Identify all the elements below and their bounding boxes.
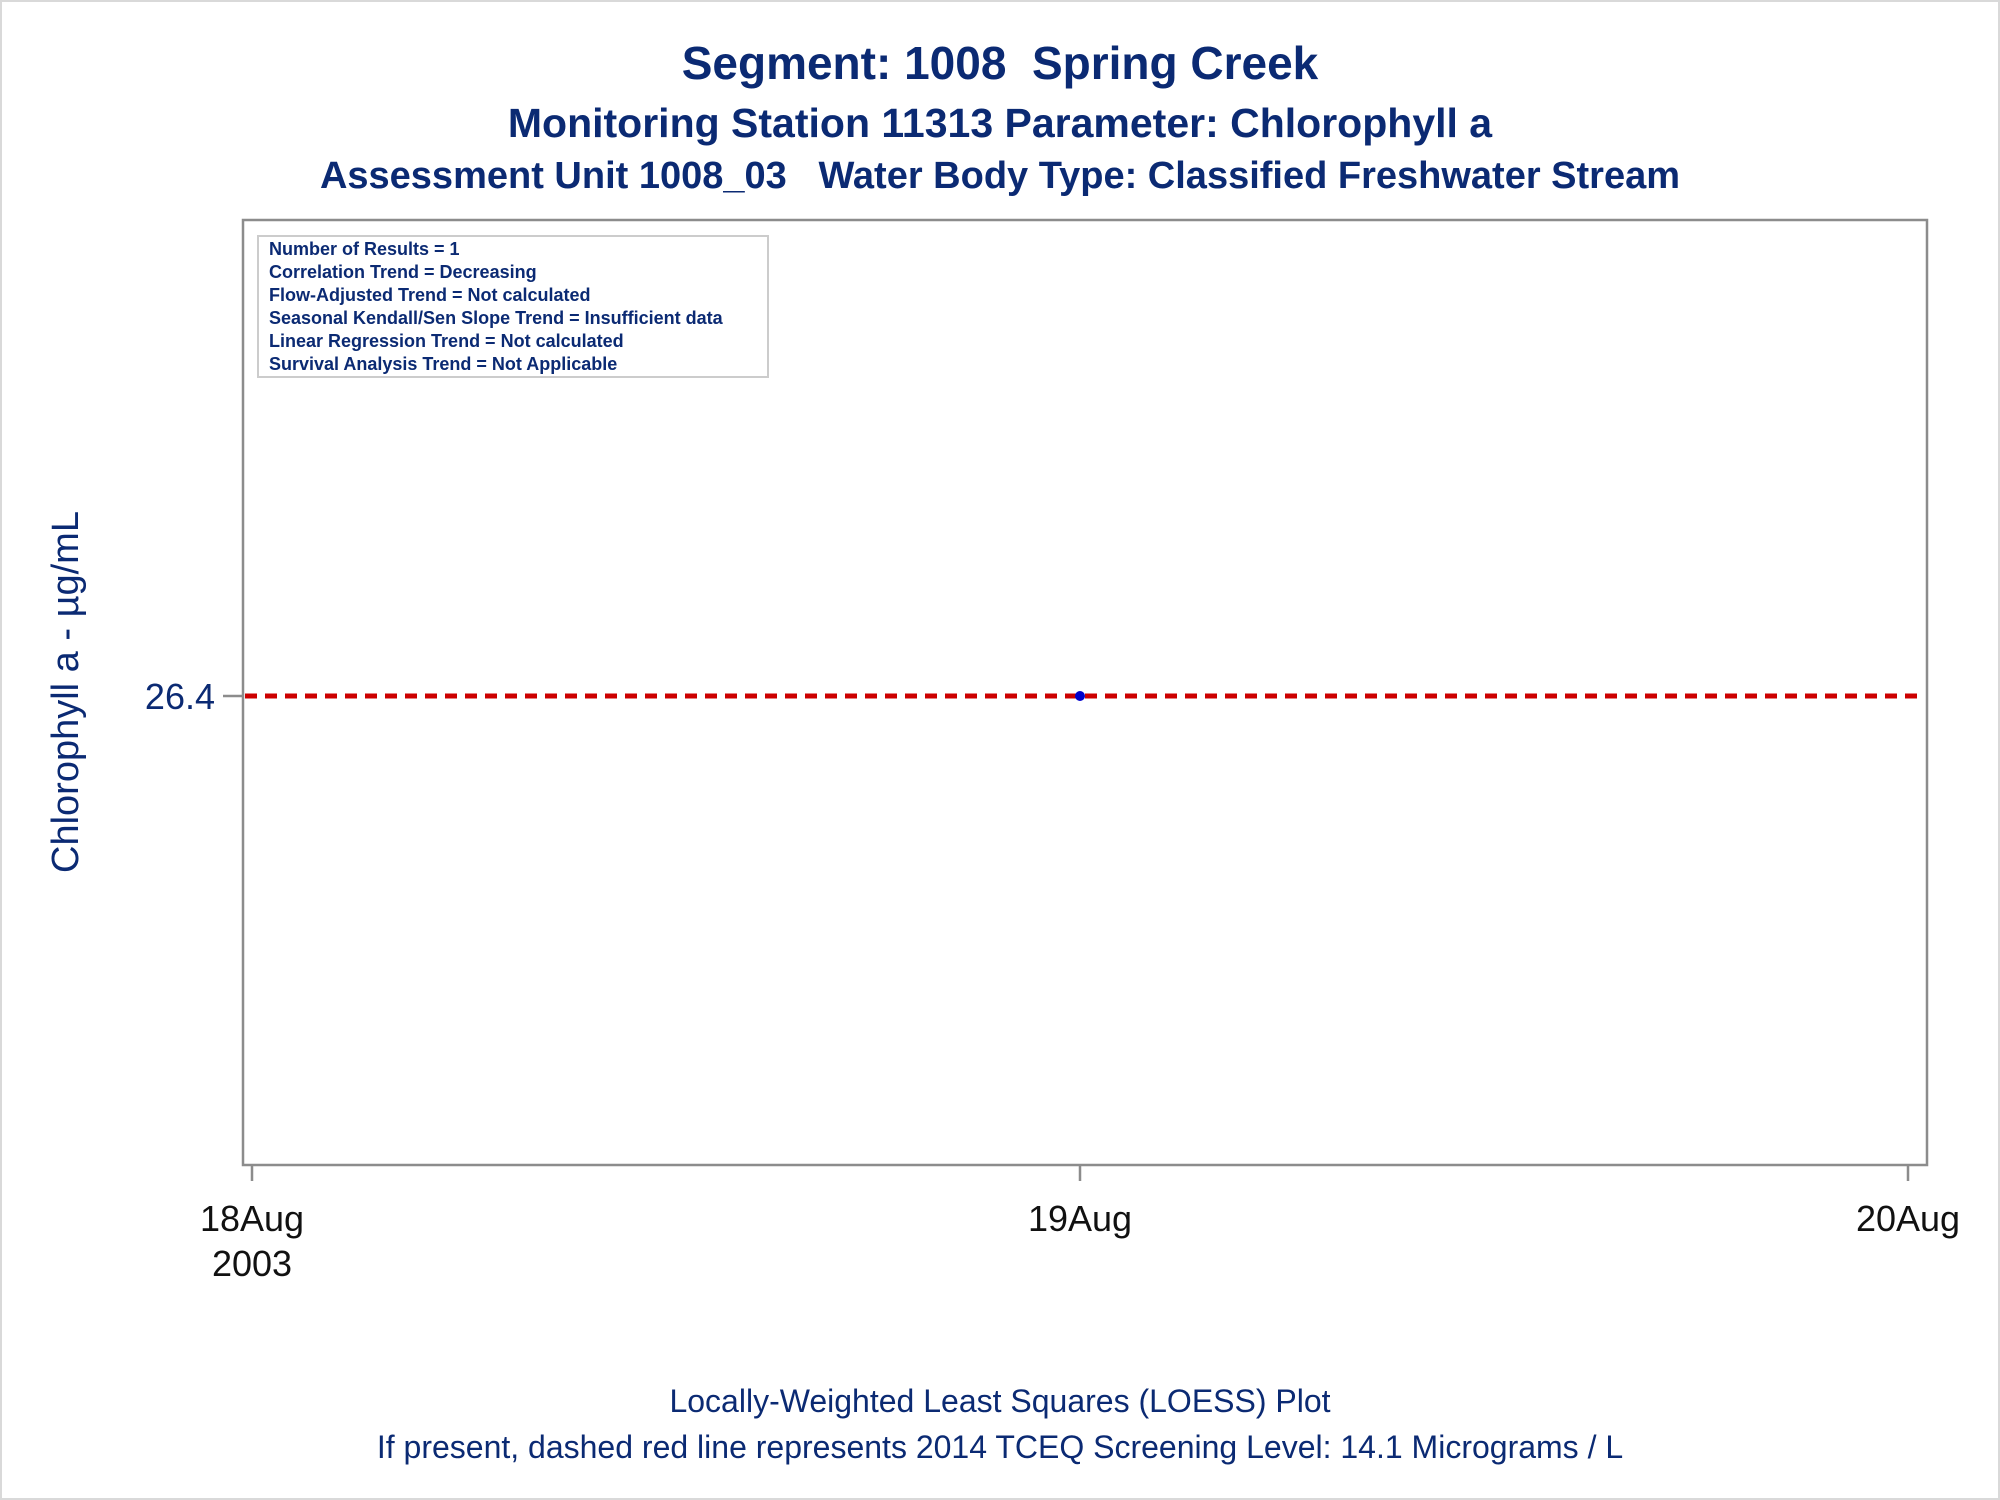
x-tick-label-0: 18Aug <box>200 1198 304 1239</box>
stats-line-6: Survival Analysis Trend = Not Applicable <box>269 354 617 374</box>
stats-line-3: Flow-Adjusted Trend = Not calculated <box>269 285 591 305</box>
stats-line-1: Number of Results = 1 <box>269 239 460 259</box>
stats-box-border <box>257 235 769 378</box>
stats-box: Number of Results = 1 Correlation Trend … <box>257 235 769 378</box>
footnote-1: Locally-Weighted Least Squares (LOESS) P… <box>669 1383 1331 1419</box>
y-tick-label-0: 26.4 <box>145 676 215 717</box>
footnote-2: If present, dashed red line represents 2… <box>376 1429 1624 1465</box>
x-tick-label-1: 19Aug <box>1028 1198 1132 1239</box>
x-tick-sublabel-0: 2003 <box>212 1243 292 1284</box>
chart-subtitle: Monitoring Station 11313 Parameter: Chlo… <box>507 100 1493 146</box>
stats-line-5: Linear Regression Trend = Not calculated <box>269 331 624 351</box>
x-tick-label-2: 20Aug <box>1856 1198 1960 1239</box>
y-axis-label: Chlorophyll a - µg/mL <box>45 511 87 873</box>
chart-subtitle-2: Assessment Unit 1008_03 Water Body Type:… <box>319 155 1681 197</box>
stats-line-4: Seasonal Kendall/Sen Slope Trend = Insuf… <box>269 308 724 328</box>
data-point-0 <box>1075 691 1085 701</box>
stats-line-2: Correlation Trend = Decreasing <box>269 262 537 282</box>
plot-area <box>241 218 1929 1167</box>
chart-title: Segment: 1008 Spring Creek <box>681 37 1319 89</box>
